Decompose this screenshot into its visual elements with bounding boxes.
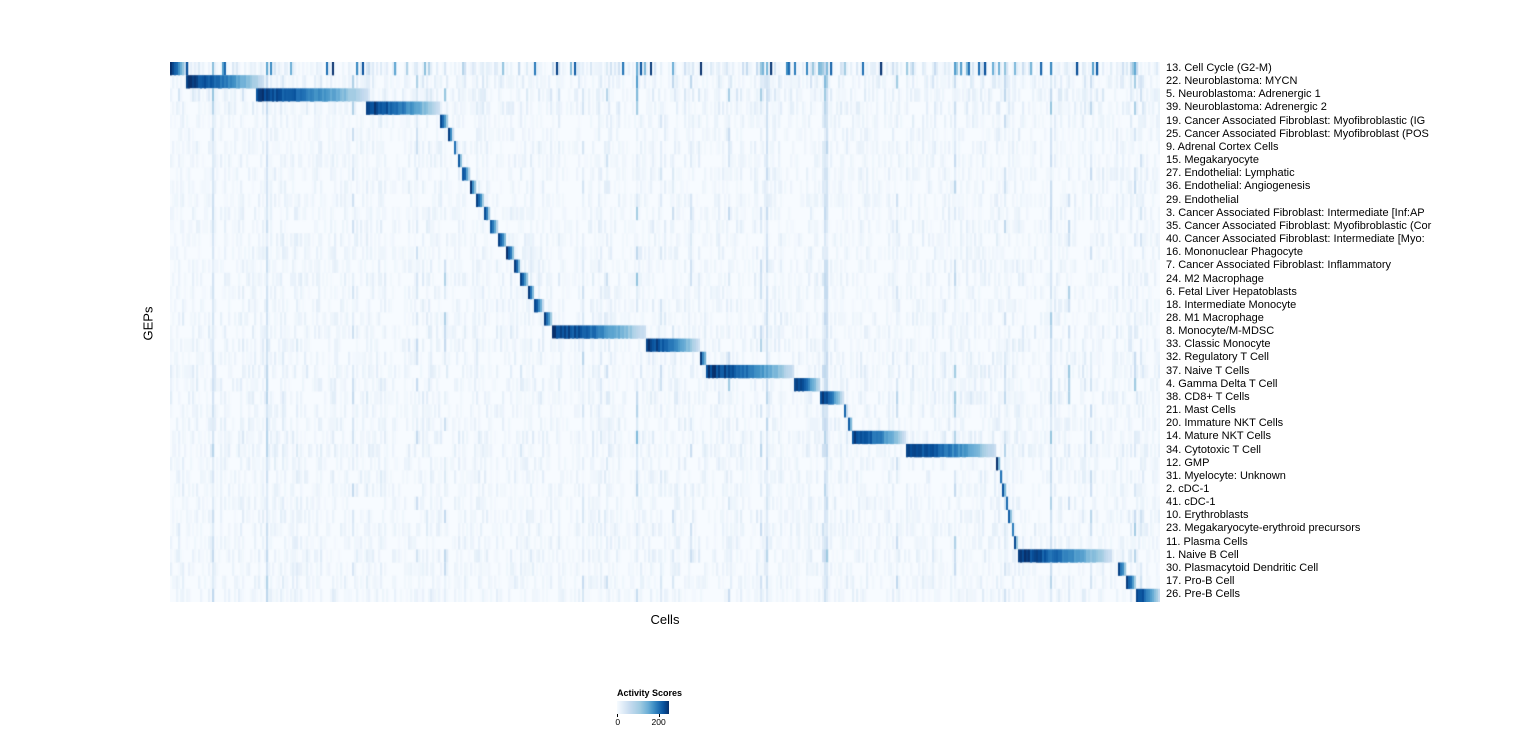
row-label: 35. Cancer Associated Fibroblast: Myofib… — [1166, 219, 1432, 232]
row-label: 37. Naive T Cells — [1166, 364, 1250, 377]
colorbar-tick-label-200: 200 — [651, 717, 666, 727]
row-label: 28. M1 Macrophage — [1166, 311, 1264, 324]
row-label: 21. Mast Cells — [1166, 404, 1236, 417]
row-label: 23. Megakaryocyte-erythroid precursors — [1166, 522, 1361, 535]
row-label: 20. Immature NKT Cells — [1166, 417, 1284, 430]
row-label: 33. Classic Monocyte — [1166, 338, 1271, 351]
row-label: 4. Gamma Delta T Cell — [1166, 377, 1278, 390]
colorbar-title: Activity Scores — [617, 688, 683, 698]
row-label: 18. Intermediate Monocyte — [1166, 298, 1297, 311]
row-label: 3. Cancer Associated Fibroblast: Interme… — [1166, 206, 1425, 219]
colorbar-gradient — [617, 701, 669, 717]
row-label: 31. Myelocyte: Unknown — [1166, 469, 1286, 482]
row-label: 2. cDC-1 — [1166, 483, 1210, 495]
row-label: 29. Endothelial — [1166, 193, 1239, 206]
row-label: 14. Mature NKT Cells — [1166, 430, 1271, 443]
row-label: 36. Endothelial: Angiogenesis — [1166, 180, 1311, 193]
row-label: 11. Plasma Cells — [1166, 535, 1248, 548]
row-label: 5. Neuroblastoma: Adrenergic 1 — [1166, 88, 1321, 101]
row-label: 34. Cytotoxic T Cell — [1166, 443, 1261, 456]
colorbar-tick-mark-200 — [658, 714, 660, 717]
row-label: 38. CD8+ T Cells — [1166, 390, 1250, 403]
row-label: 39. Neuroblastoma: Adrenergic 2 — [1166, 101, 1327, 114]
row-label: 30. Plasmacytoid Dendritic Cell — [1166, 561, 1319, 574]
row-label: 8. Monocyte/M-MDSC — [1166, 325, 1275, 338]
row-label: 7. Cancer Associated Fibroblast: Inflamm… — [1166, 259, 1391, 272]
row-label: 41. cDC-1 — [1166, 496, 1216, 509]
row-label: 6. Fetal Liver Hepatoblasts — [1166, 285, 1297, 298]
row-label: 1. Naive B Cell — [1166, 548, 1239, 561]
colorbar-legend: Activity Scores 0 200 — [615, 688, 737, 729]
colorbar-ticks: 0 200 — [615, 717, 669, 729]
row-label: 12. GMP — [1166, 456, 1210, 469]
row-label: 24. M2 Macrophage — [1166, 272, 1264, 285]
row-label: 16. Mononuclear Phagocyte — [1166, 246, 1303, 259]
row-label: 27. Endothelial: Lymphatic — [1166, 167, 1295, 180]
row-label: 40. Cancer Associated Fibroblast: Interm… — [1166, 233, 1425, 246]
row-label: 15. Megakaryocyte — [1166, 154, 1259, 167]
row-label: 10. Erythroblasts — [1166, 509, 1249, 522]
row-label: 22. Neuroblastoma: MYCN — [1166, 75, 1298, 88]
row-label: 25. Cancer Associated Fibroblast: Myofib… — [1166, 127, 1429, 140]
row-label: 13. Cell Cycle (G2-M) — [1166, 62, 1272, 74]
y-axis-label: GEPs — [140, 306, 156, 341]
row-label: 26. Pre-B Cells — [1166, 588, 1240, 601]
x-axis-label: Cells — [650, 612, 680, 627]
row-label: 17. Pro-B Cell — [1166, 575, 1235, 588]
colorbar-tick-label-0: 0 — [615, 717, 621, 727]
row-label: 9. Adrenal Cortex Cells — [1166, 140, 1279, 153]
colorbar-tick-mark-0 — [617, 714, 618, 717]
row-label: 32. Regulatory T Cell — [1166, 351, 1269, 364]
row-labels: 13. Cell Cycle (G2-M) 22. Neuroblastoma: … — [1166, 62, 1431, 602]
row-label: 19. Cancer Associated Fibroblast: Myofib… — [1166, 114, 1426, 127]
heatmap-canvas — [170, 62, 1160, 602]
